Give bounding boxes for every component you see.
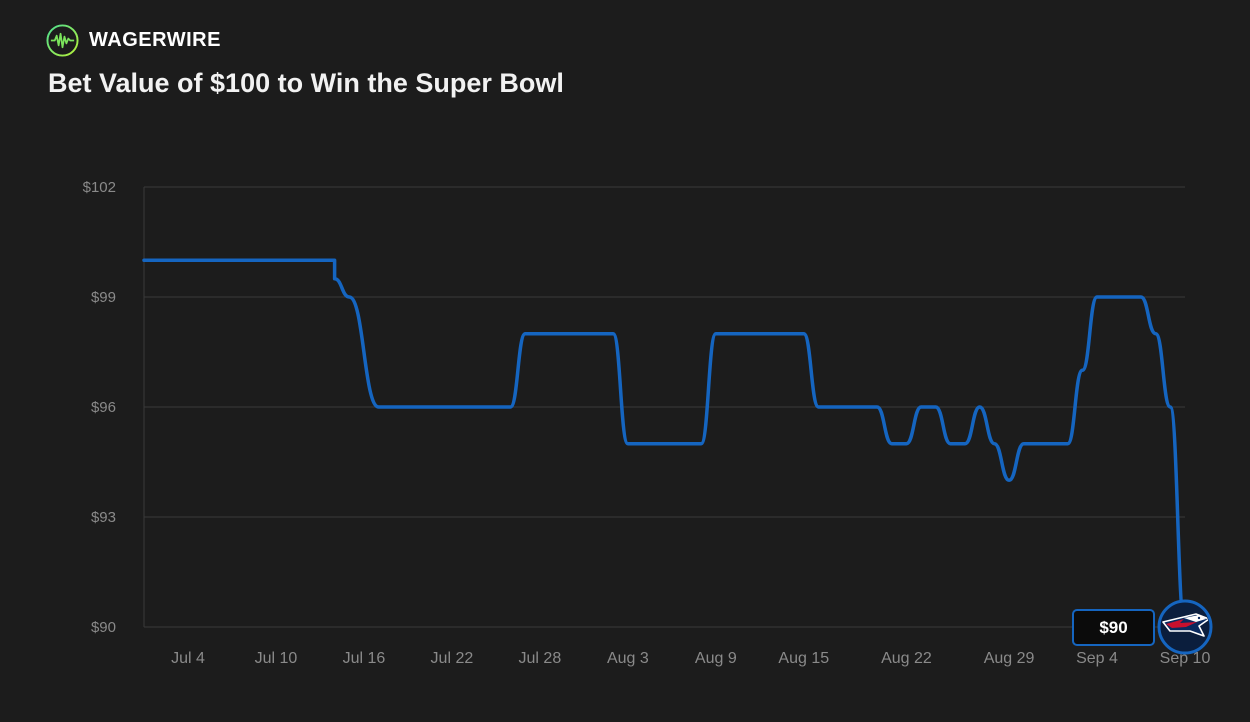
x-tick-label: Aug 3 (607, 650, 649, 667)
y-tick-label: $102 (83, 179, 116, 196)
y-tick-label: $96 (91, 399, 116, 416)
new-england-patriots-logo (1157, 599, 1213, 655)
y-tick-label: $90 (91, 619, 116, 636)
x-tick-label: Aug 9 (695, 650, 737, 667)
brand: WAGERWIRE (46, 24, 221, 57)
x-tick-label: Aug 29 (984, 650, 1035, 667)
x-tick-label: Aug 22 (881, 650, 932, 667)
series-line (142, 258, 1187, 629)
pulse-wave-icon (46, 24, 79, 57)
end-value-badge: $90 (1072, 609, 1155, 646)
y-tick-label: $93 (91, 509, 116, 526)
x-tick-label: Jul 4 (171, 650, 205, 667)
x-tick-label: Jul 16 (343, 650, 386, 667)
brand-name: WAGERWIRE (89, 29, 221, 51)
y-axis: $102 $99 $96 $93 $90 (83, 179, 116, 636)
x-tick-label: Jul 10 (255, 650, 298, 667)
x-tick-label: Aug 15 (778, 650, 829, 667)
x-axis: Jul 4 Jul 10 Jul 16 Jul 22 Jul 28 Aug 3 Aug 9 A… (171, 650, 1210, 667)
grid-lines (143, 186, 1185, 628)
x-tick-label: Sep 10 (1160, 650, 1211, 667)
end-value-label: $90 (1099, 618, 1127, 637)
x-tick-label: Jul 22 (431, 650, 474, 667)
x-tick-label: Jul 28 (519, 650, 562, 667)
chart-title: Bet Value of $100 to Win the Super Bowl (48, 68, 564, 98)
y-tick-label: $99 (91, 289, 116, 306)
x-tick-label: Sep 4 (1076, 650, 1118, 667)
